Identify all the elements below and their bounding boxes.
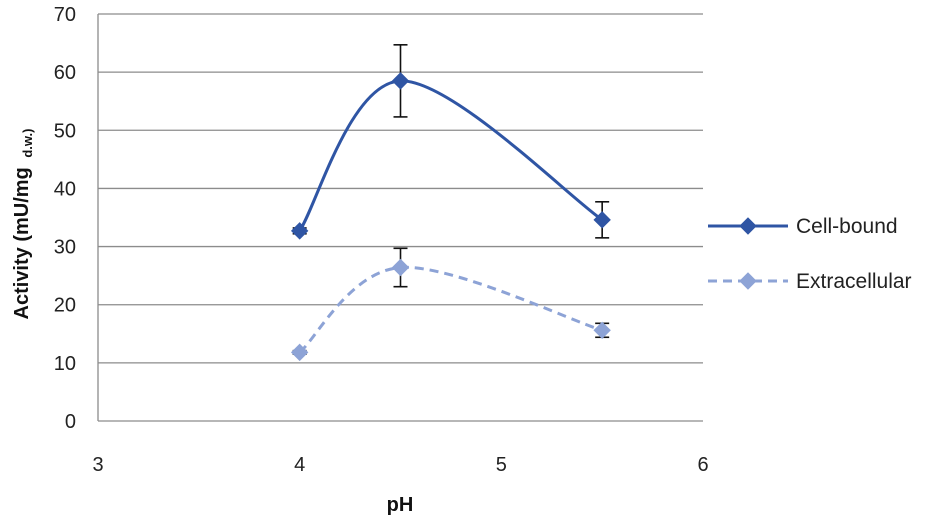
- y-tick-label-70: 70: [54, 4, 76, 26]
- series-line: [298, 265, 603, 354]
- y-axis-title-main: Activity (mU/mg: [11, 167, 33, 319]
- legend-item: Extracellular: [708, 270, 912, 293]
- x-tick-label-4: 4: [294, 454, 305, 476]
- y-axis-title: Activity (mU/mg d.w.): [11, 129, 35, 320]
- x-tick-label-3: 3: [92, 454, 103, 476]
- y-axis-title-subscript: d.w.): [20, 129, 35, 158]
- data-point: [391, 72, 410, 90]
- legend-item: Cell-bound: [708, 215, 898, 238]
- series-line: [298, 79, 604, 232]
- y-tick-label-30: 30: [54, 237, 76, 259]
- data-point: [290, 222, 309, 240]
- series-cell-bound: [290, 44, 611, 240]
- data-point: [593, 211, 611, 229]
- x-axis-title: pH: [387, 494, 414, 516]
- y-tick-label-50: 50: [54, 120, 76, 142]
- x-tick-label-5: 5: [496, 454, 507, 476]
- data-point: [391, 258, 410, 277]
- legend-label: Extracellular: [796, 270, 912, 293]
- y-tick-label-10: 10: [54, 353, 76, 375]
- x-tick-label-6: 6: [697, 454, 708, 476]
- tick-labels: 0 10 20 30 40 50 60 70 3 4 5 6: [54, 4, 709, 476]
- series-group: [290, 44, 611, 362]
- data-point: [593, 321, 611, 340]
- legend-marker: [739, 217, 757, 235]
- series-extracellular: [290, 247, 611, 362]
- axes: [97, 14, 703, 422]
- legend: Cell-bound Extracellular: [708, 215, 912, 293]
- y-tick-label-60: 60: [54, 62, 76, 84]
- y-tick-label-0: 0: [65, 411, 76, 433]
- y-tick-label-40: 40: [54, 178, 76, 200]
- y-tick-label-20: 20: [54, 295, 76, 317]
- legend-marker: [739, 272, 757, 290]
- data-point: [290, 343, 309, 362]
- legend-label: Cell-bound: [796, 215, 898, 238]
